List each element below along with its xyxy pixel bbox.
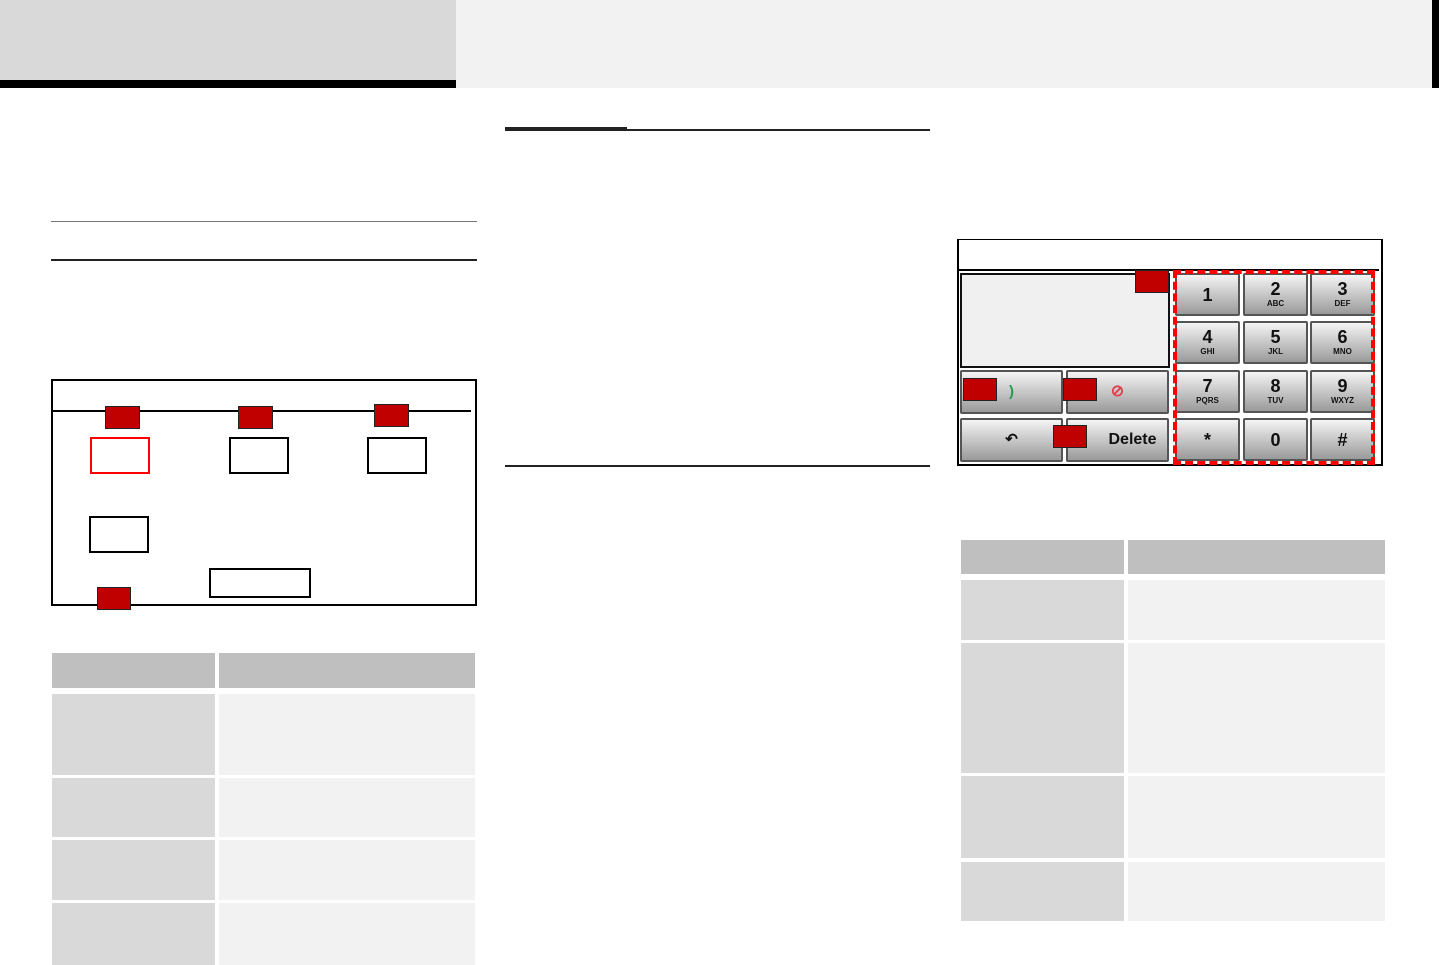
screen-diagram	[51, 379, 477, 610]
highlighted-button[interactable]	[90, 437, 150, 474]
end-call-button[interactable]: ⊘	[1066, 370, 1169, 414]
marker	[1135, 270, 1169, 293]
key-digit: 5	[1270, 327, 1281, 347]
button[interactable]	[89, 516, 149, 553]
key-5[interactable]: 5 JKL	[1243, 321, 1308, 364]
key-letters: JKL	[1267, 347, 1284, 356]
key-0[interactable]: 0	[1243, 418, 1308, 461]
key-7[interactable]: 7 PQRS	[1175, 370, 1240, 413]
key-digit: *	[1203, 430, 1211, 450]
key-letters: WXYZ	[1330, 396, 1355, 405]
table-cell	[1128, 580, 1385, 640]
table-header-cell	[52, 653, 215, 688]
keypad-highlight-frame	[1173, 270, 1375, 465]
key-digit: 3	[1337, 279, 1348, 299]
key-digit: 8	[1270, 376, 1281, 396]
table-cell	[52, 778, 215, 837]
divider	[505, 465, 930, 467]
table-cell	[219, 903, 475, 965]
marker	[97, 587, 131, 610]
key-letters: MNO	[1333, 347, 1352, 356]
key-9[interactable]: 9 WXYZ	[1310, 370, 1375, 413]
table-cell	[1128, 776, 1385, 858]
key-letters: DEF	[1334, 299, 1351, 308]
table-header-cell	[219, 653, 475, 688]
marker	[374, 404, 409, 427]
key-letters: TUV	[1267, 396, 1284, 405]
divider-accent	[505, 127, 627, 130]
key-2[interactable]: 2 ABC	[1243, 273, 1308, 316]
marker	[1053, 425, 1087, 448]
key-6[interactable]: 6 MNO	[1310, 321, 1375, 364]
key-letters: GHI	[1200, 347, 1215, 356]
marker	[105, 406, 140, 429]
table-cell	[961, 776, 1124, 858]
wide-button[interactable]	[209, 568, 311, 598]
key-digit: #	[1337, 430, 1348, 450]
header-right	[456, 0, 1439, 88]
table-cell	[961, 862, 1124, 921]
marker	[963, 378, 997, 401]
key-digit: 2	[1270, 279, 1281, 299]
divider	[51, 221, 477, 222]
table-cell	[52, 840, 215, 900]
table-cell	[219, 840, 475, 900]
marker	[1063, 378, 1097, 401]
divider	[51, 259, 477, 261]
table-cell	[52, 694, 215, 775]
button[interactable]	[367, 437, 427, 474]
table-cell	[219, 778, 475, 837]
divider	[505, 129, 930, 131]
key-digit: 1	[1202, 285, 1213, 305]
back-arrow-icon: ↶	[1005, 431, 1018, 448]
table-cell	[961, 643, 1124, 773]
key-8[interactable]: 8 TUV	[1243, 370, 1308, 413]
header-left-tab	[0, 0, 456, 80]
key-digit: 4	[1202, 327, 1213, 347]
table-header-cell	[1128, 540, 1385, 574]
key-3[interactable]: 3 DEF	[1310, 273, 1375, 316]
back-button[interactable]: ↶	[960, 418, 1063, 462]
phone-icon: )	[1009, 383, 1014, 400]
key-digit: 7	[1202, 376, 1213, 396]
table-cell	[52, 903, 215, 965]
keypad-screen: ) ⊘ ↶ Delete 1 2 ABC 3 DEF 4 GHI 5 JKL 6 MNO 7 PQRS 8…	[957, 239, 1383, 466]
key-letters: PQRS	[1196, 396, 1219, 405]
header-edge	[1432, 0, 1439, 88]
table-cell	[961, 580, 1124, 640]
key-digit: 0	[1270, 430, 1281, 450]
marker	[238, 406, 273, 429]
key-letters: ABC	[1266, 299, 1285, 308]
no-entry-icon: ⊘	[1110, 383, 1125, 400]
key-hash[interactable]: #	[1310, 418, 1375, 461]
table-cell	[1128, 643, 1385, 773]
header-left-bar	[0, 80, 456, 88]
key-digit: 9	[1337, 376, 1348, 396]
table-header-cell	[961, 540, 1124, 574]
table-cell	[1128, 862, 1385, 921]
table-cell	[219, 694, 475, 775]
key-digit: 6	[1337, 327, 1348, 347]
key-star[interactable]: *	[1175, 418, 1240, 461]
button[interactable]	[229, 437, 289, 474]
